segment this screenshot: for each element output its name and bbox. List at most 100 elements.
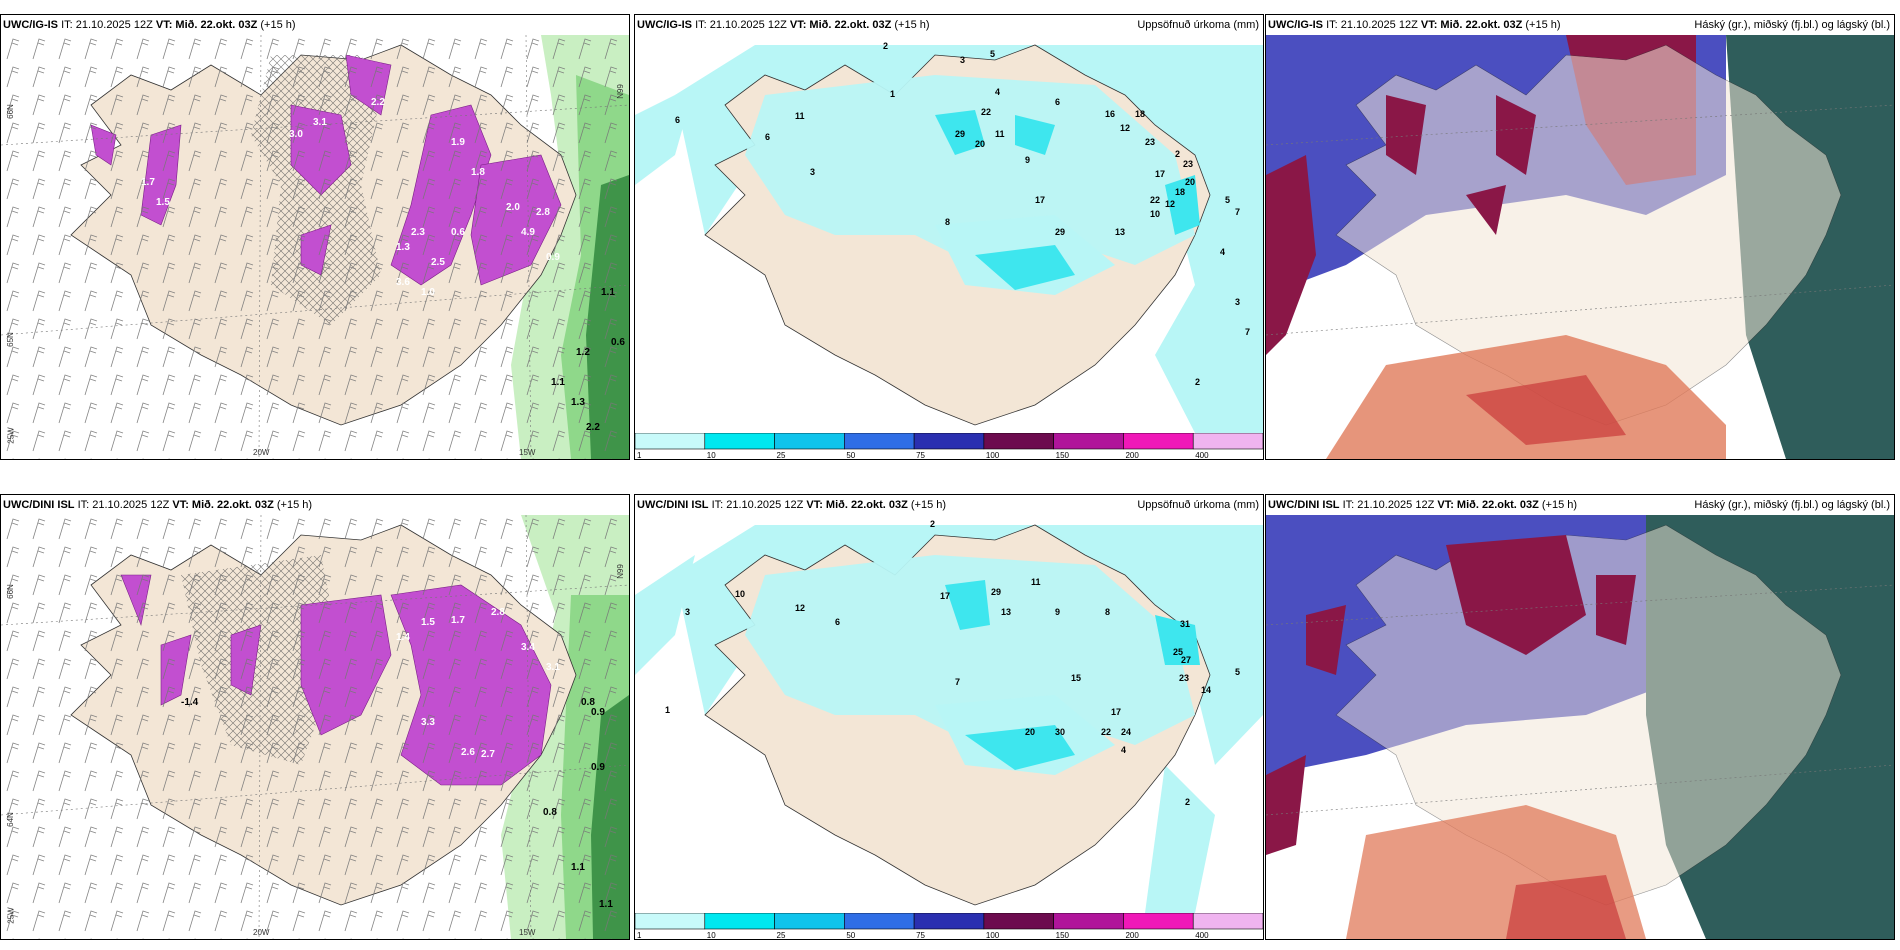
svg-text:18: 18: [1135, 109, 1145, 119]
svg-text:2.3: 2.3: [411, 227, 425, 238]
panel-ig-is-clouds: UWC/IG-IS IT: 21.10.2025 12Z VT: Mið. 22…: [1265, 14, 1895, 460]
svg-text:24: 24: [1121, 727, 1131, 737]
svg-text:4: 4: [995, 87, 1000, 97]
colorbar-swatches: [635, 913, 1263, 930]
svg-text:1.0: 1.0: [421, 287, 435, 298]
svg-text:23: 23: [1145, 137, 1155, 147]
lon-label-15w: 15W: [519, 928, 536, 937]
colorbar-label: 200: [1125, 451, 1139, 459]
svg-text:2.8: 2.8: [536, 207, 550, 218]
svg-text:3.1: 3.1: [313, 117, 327, 128]
svg-text:1: 1: [665, 705, 670, 715]
svg-text:3.6: 3.6: [396, 277, 410, 288]
colorbar-swatch: [1192, 913, 1263, 930]
colorbar-label: 25: [777, 931, 786, 939]
svg-text:17: 17: [1035, 195, 1045, 205]
svg-text:12: 12: [1120, 123, 1130, 133]
svg-text:2.8: 2.8: [491, 607, 505, 618]
svg-text:0.6: 0.6: [611, 337, 625, 348]
svg-text:7: 7: [1235, 207, 1240, 217]
snow-map[interactable]: 3.0 3.1 2.2 1.9 1.8 2.3 3.6 2.5 0.6 1.0 …: [1, 35, 629, 459]
lon-label-15w: 15W: [519, 448, 536, 457]
panel-dini-precip: UWC/DINI ISL IT: 21.10.2025 12Z VT: Mið.…: [634, 494, 1264, 940]
svg-text:16: 16: [1105, 109, 1115, 119]
svg-text:3.0: 3.0: [289, 129, 303, 140]
svg-text:1.7: 1.7: [141, 177, 155, 188]
snow-map[interactable]: 2.8 1.5 1.7 1.4 3.3 2.6 2.7 3.1 3.4 0.8 …: [1, 515, 629, 939]
lat-label-64n: 64N: [5, 812, 15, 827]
svg-text:1.2: 1.2: [576, 347, 590, 358]
lat-label-65n: 65N: [5, 332, 15, 347]
svg-text:2: 2: [1185, 797, 1190, 807]
svg-text:1.1: 1.1: [599, 899, 613, 910]
svg-text:1.5: 1.5: [156, 197, 170, 208]
colorbar-label: 100: [986, 931, 1000, 939]
svg-text:1.1: 1.1: [601, 287, 615, 298]
iceland-land: [1335, 44, 1842, 426]
svg-text:2.7: 2.7: [481, 749, 495, 760]
svg-text:2.2: 2.2: [586, 422, 600, 433]
panel-title: UWC/IG-IS IT: 21.10.2025 12Z VT: Mið. 22…: [637, 19, 930, 31]
svg-text:9: 9: [1025, 155, 1030, 165]
svg-text:1: 1: [890, 89, 895, 99]
lon-label-25w: 25W: [6, 427, 16, 444]
panel-title: UWC/IG-IS IT: 21.10.2025 12Z VT: Mið. 22…: [1268, 19, 1561, 31]
svg-text:0.6: 0.6: [451, 227, 465, 238]
panel-title: UWC/DINI ISL IT: 21.10.2025 12Z VT: Mið.…: [1268, 499, 1578, 511]
colorbar-swatch: [983, 913, 1054, 930]
svg-text:7: 7: [1245, 327, 1250, 337]
svg-text:6: 6: [835, 617, 840, 627]
colorbar-swatches: [635, 433, 1263, 450]
svg-text:2: 2: [1175, 149, 1180, 159]
svg-text:3: 3: [960, 55, 965, 65]
colorbar-label: 75: [916, 931, 925, 939]
colorbar-swatch: [774, 913, 845, 930]
svg-text:13: 13: [1001, 607, 1011, 617]
svg-text:12: 12: [1165, 199, 1175, 209]
colorbar-swatch: [1192, 433, 1263, 450]
svg-text:8: 8: [945, 217, 950, 227]
svg-text:20: 20: [1185, 177, 1195, 187]
svg-text:14: 14: [1201, 685, 1211, 695]
svg-text:11: 11: [1031, 577, 1041, 587]
colorbar-swatch: [913, 913, 985, 930]
svg-text:6: 6: [765, 132, 770, 142]
lon-label-20w: 20W: [253, 928, 270, 937]
svg-text:29: 29: [1055, 227, 1065, 237]
colorbar-swatch: [774, 433, 845, 450]
cloud-map[interactable]: [1266, 35, 1894, 459]
panel-title: UWC/IG-IS IT: 21.10.2025 12Z VT: Mið. 22…: [3, 19, 296, 31]
svg-text:4: 4: [1220, 247, 1225, 257]
colorbar-label: 100: [986, 451, 1000, 459]
svg-text:1.4: 1.4: [396, 632, 410, 643]
panel-subtitle: Háský (gr.), miðský (fj.bl.) og lágský (…: [1694, 19, 1890, 31]
colorbar-swatch: [844, 913, 915, 930]
svg-text:22: 22: [1150, 195, 1160, 205]
precip-map[interactable]: 2 3 5 4 6 2 1 11 6 3 16 18 23 22 29 20 1…: [635, 35, 1263, 433]
lon-label-20w: 20W: [253, 448, 270, 457]
lat-label-66n-right: 66N: [615, 84, 625, 99]
lat-label-66n: 66N: [5, 104, 15, 119]
svg-text:-1.4: -1.4: [181, 697, 199, 708]
svg-text:17: 17: [940, 591, 950, 601]
precip-colorbar: 1 10 25 50 75 100 150 200 400: [635, 913, 1263, 939]
colorbar-label: 400: [1195, 451, 1209, 459]
svg-text:0.9: 0.9: [546, 252, 560, 263]
panel-subtitle: Uppsöfnuð úrkoma (mm): [1137, 499, 1259, 511]
svg-text:11: 11: [795, 111, 805, 121]
svg-text:1.1: 1.1: [551, 377, 565, 388]
colorbar-label: 25: [777, 451, 786, 459]
panel-dini-snow: UWC/DINI ISL IT: 21.10.2025 12Z VT: Mið.…: [0, 494, 630, 940]
svg-text:1.7: 1.7: [451, 615, 465, 626]
precip-map[interactable]: 2 10 12 17 29 13 11 31 25 23 27 14 15 20…: [635, 515, 1263, 913]
svg-text:3.1: 3.1: [546, 662, 560, 673]
svg-text:29: 29: [955, 129, 965, 139]
svg-text:13: 13: [1115, 227, 1125, 237]
svg-text:1.9: 1.9: [451, 137, 465, 148]
svg-text:5: 5: [990, 49, 995, 59]
svg-text:2: 2: [883, 41, 888, 51]
cloud-map[interactable]: [1266, 515, 1894, 939]
svg-text:9: 9: [1055, 607, 1060, 617]
colorbar-label: 50: [846, 451, 855, 459]
colorbar-labels: 1 10 25 50 75 100 150 200 400: [637, 931, 1209, 939]
